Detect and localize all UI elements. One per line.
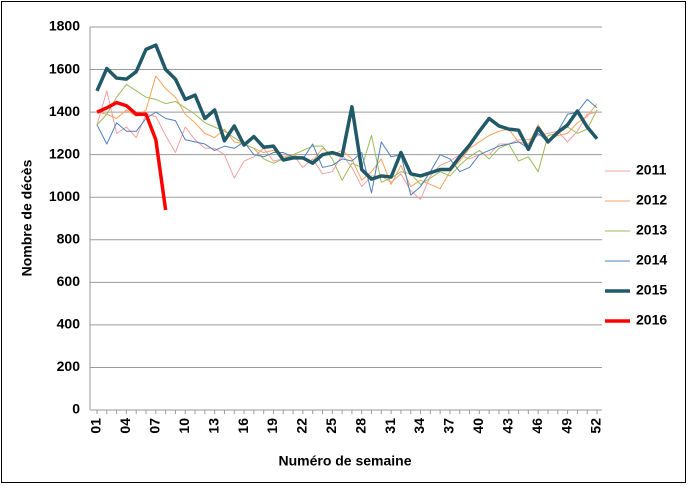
x-tick-label: 46 [529,418,545,434]
x-tick-label: 49 [558,418,574,434]
x-tick-label: 37 [441,418,457,434]
y-tick-label: 1400 [49,103,80,119]
legend-label: 2011 [636,162,667,178]
y-tick-label: 600 [57,273,81,289]
x-axis-label: Numéro de semaine [278,453,411,469]
x-tick-label: 31 [382,418,398,434]
x-tick-label: 28 [352,418,368,434]
line-series [96,100,168,211]
legend-label: 2014 [636,252,667,268]
frame [1,1,686,483]
line-series [96,83,598,185]
line-series [96,98,598,196]
x-tick-label: 22 [294,418,310,434]
y-tick-label: 800 [57,230,81,246]
x-tick-label: 52 [588,418,604,434]
y-axis-label: Nombre de décès [19,159,35,276]
legend-label: 2013 [636,222,667,238]
x-tick-label: 34 [411,418,427,434]
x-tick-label: 07 [147,418,163,434]
x-tick-label: 16 [235,418,251,434]
x-tick-label: 13 [205,418,221,434]
x-tick-label: 43 [499,418,515,434]
x-tick-label: 01 [88,418,104,434]
x-tick-label: 04 [117,418,133,434]
x-tick-label: 10 [176,418,192,434]
y-tick-label: 1600 [49,60,80,76]
y-tick-label: 400 [57,316,81,332]
legend-label: 2012 [636,192,667,208]
y-tick-label: 1800 [49,18,80,34]
x-tick-label: 40 [470,418,486,434]
y-tick-label: 0 [72,401,80,417]
y-tick-label: 1200 [49,145,80,161]
x-tick-label: 19 [264,418,280,434]
x-tick-label: 25 [323,418,339,434]
y-tick-label: 200 [57,358,81,374]
line-series [95,43,599,181]
line-series [96,90,598,200]
legend-label: 2016 [636,312,667,328]
legend-label: 2015 [636,282,667,298]
line-series [96,75,598,190]
y-tick-label: 1000 [49,188,80,204]
